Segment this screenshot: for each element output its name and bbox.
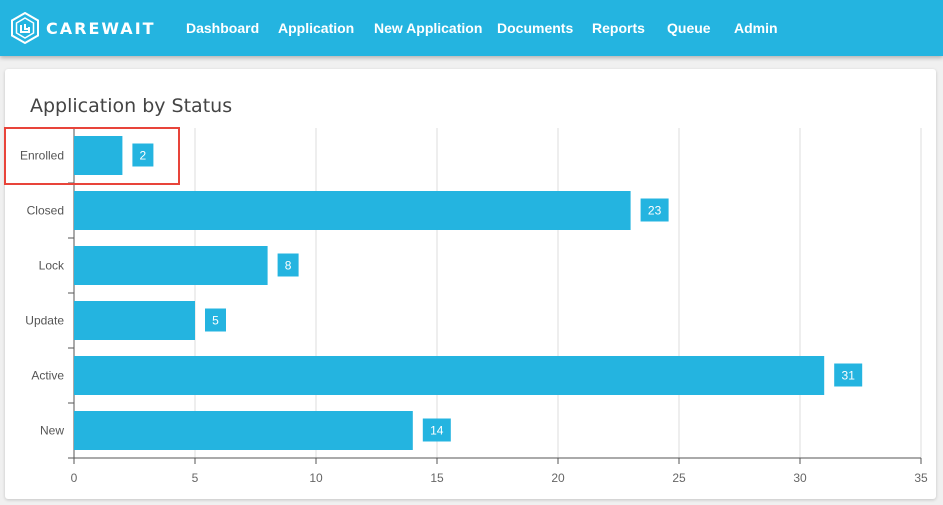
bar-update — [74, 301, 195, 340]
nav-queue[interactable]: Queue — [667, 20, 711, 36]
nav-application[interactable]: Application — [278, 20, 355, 36]
category-label: Update — [25, 314, 64, 328]
nav-admin[interactable]: Admin — [734, 20, 778, 36]
category-label: Closed — [27, 204, 64, 218]
data-label: 23 — [648, 204, 662, 218]
category-label: Active — [31, 369, 64, 383]
nav-documents[interactable]: Documents — [497, 20, 574, 36]
bar-new — [74, 411, 413, 450]
nav-new-application[interactable]: New Application — [374, 20, 483, 36]
x-tick-label: 15 — [430, 471, 444, 485]
x-tick-label: 20 — [551, 471, 565, 485]
x-tick-label: 30 — [793, 471, 807, 485]
category-label: Lock — [39, 259, 65, 273]
data-label-box — [422, 418, 451, 442]
data-label-box — [834, 363, 863, 387]
nav-reports[interactable]: Reports — [592, 20, 645, 36]
category-label: New — [40, 424, 64, 438]
data-label-box — [640, 198, 669, 222]
bar-active — [74, 356, 825, 395]
data-label-box — [205, 308, 226, 332]
data-label: 8 — [285, 259, 292, 273]
x-tick-label: 5 — [192, 471, 199, 485]
bar-enrolled — [74, 136, 123, 175]
x-tick-label: 0 — [71, 471, 78, 485]
nav-dashboard[interactable]: Dashboard — [186, 20, 260, 36]
data-label: 2 — [140, 149, 147, 163]
bar-lock — [74, 246, 268, 285]
carewait-logo-icon — [11, 12, 39, 44]
top-navbar: CAREWAIT Dashboard Application New Appli… — [0, 0, 943, 56]
x-tick-label: 10 — [309, 471, 323, 485]
data-label: 14 — [430, 424, 444, 438]
brand-logo[interactable]: CAREWAIT — [10, 11, 156, 45]
data-label: 5 — [212, 314, 219, 328]
page-title: Application by Status — [30, 95, 233, 117]
bar-closed — [74, 191, 631, 230]
x-tick-label: 25 — [672, 471, 686, 485]
brand-name: CAREWAIT — [46, 18, 156, 38]
data-label: 31 — [842, 369, 856, 383]
x-tick-label: 35 — [914, 471, 928, 485]
data-label-box — [132, 143, 154, 167]
category-label: Enrolled — [20, 149, 64, 163]
data-label-box — [277, 253, 299, 277]
